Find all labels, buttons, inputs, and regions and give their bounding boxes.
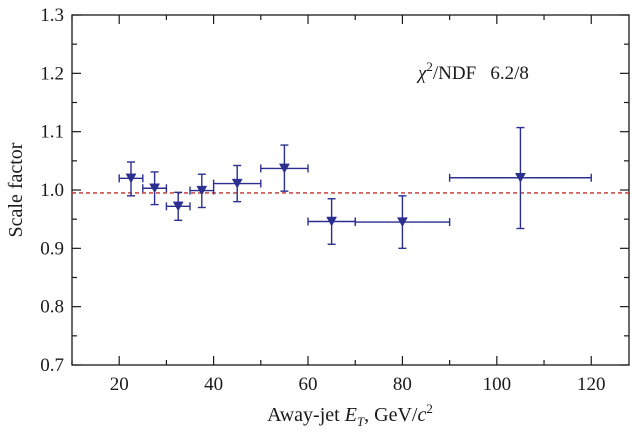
x-axis-title: Away-jet ET, GeV/c2 bbox=[267, 401, 433, 429]
data-point bbox=[142, 171, 168, 206]
y-axis-title: Scale factor bbox=[5, 142, 27, 237]
x-tick-label: 120 bbox=[577, 374, 606, 395]
triangle-marker bbox=[515, 173, 526, 183]
axis-ticks bbox=[71, 14, 629, 366]
x-tick-label: 80 bbox=[393, 374, 412, 395]
y-tick-label: 1.2 bbox=[40, 63, 64, 84]
triangle-marker bbox=[125, 173, 137, 184]
x-tick-label: 60 bbox=[299, 374, 318, 395]
annotation-chi: χ bbox=[416, 63, 427, 84]
y-tick-label: 0.9 bbox=[40, 238, 64, 259]
x-tick-label: 40 bbox=[204, 374, 223, 395]
axis-tick-labels: 0.7 0.8 0.9 1.0 1.1 1.2 1.3 20 40 60 80 100 120 bbox=[40, 5, 605, 395]
data-point bbox=[260, 144, 309, 192]
y-tick-label: 1.3 bbox=[40, 5, 64, 26]
triangle-marker bbox=[231, 178, 243, 189]
data-point bbox=[307, 198, 356, 245]
data-point bbox=[189, 173, 215, 209]
triangle-marker bbox=[172, 201, 184, 212]
annotation-chi2-ndf: χ2/NDF 6.2/8 bbox=[416, 59, 529, 84]
triangle-marker bbox=[196, 185, 208, 196]
x-axis-title-sup: 2 bbox=[426, 401, 433, 416]
data-point bbox=[118, 161, 144, 197]
x-tick-label: 100 bbox=[483, 374, 512, 395]
x-axis-title-prefix: Away-jet bbox=[267, 404, 345, 426]
x-axis-title-E: E bbox=[344, 404, 357, 426]
data-point bbox=[165, 191, 191, 222]
data-point bbox=[212, 164, 262, 203]
data-points bbox=[118, 126, 592, 250]
x-axis-title-unit: , GeV/ bbox=[364, 404, 418, 426]
triangle-marker bbox=[396, 217, 408, 228]
x-axis-title-sub: T bbox=[357, 414, 365, 429]
triangle-marker bbox=[278, 163, 290, 174]
y-tick-label: 1.0 bbox=[40, 180, 64, 201]
x-axis-title-c: c bbox=[417, 404, 426, 426]
annotation-rest: /NDF 6.2/8 bbox=[433, 63, 529, 84]
annotation-chi-sup: 2 bbox=[426, 59, 433, 74]
y-tick-label: 0.7 bbox=[40, 355, 64, 376]
triangle-marker bbox=[326, 216, 338, 227]
triangle-marker bbox=[149, 183, 161, 194]
data-point bbox=[448, 126, 592, 230]
y-tick-label: 0.8 bbox=[40, 297, 64, 318]
y-tick-label: 1.1 bbox=[40, 122, 64, 143]
data-point bbox=[354, 195, 451, 250]
x-tick-label: 20 bbox=[110, 374, 129, 395]
